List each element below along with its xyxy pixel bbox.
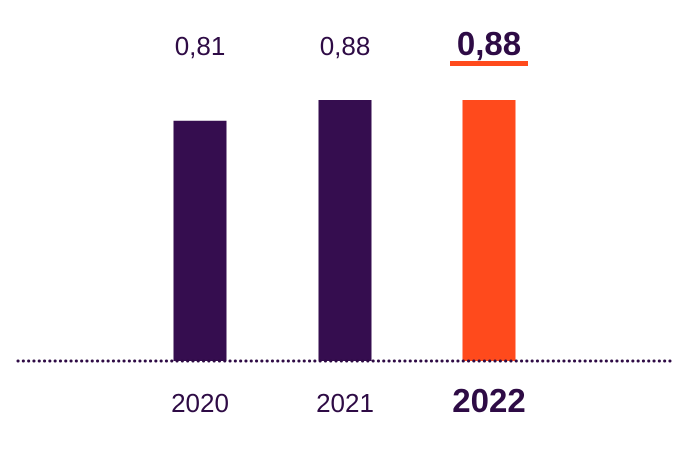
value-label-2021: 0,88 <box>320 31 371 61</box>
value-label-2022: 0,88 <box>457 25 521 62</box>
bar-2021 <box>318 100 372 361</box>
category-labels-group: 2020 2021 2022 <box>171 382 526 419</box>
highlight-underline <box>450 61 528 66</box>
bars-group <box>173 100 516 362</box>
value-labels-group: 0,81 0,88 0,88 <box>175 25 528 66</box>
category-label-2022: 2022 <box>452 382 525 419</box>
bar-2022 <box>462 100 516 361</box>
category-label-2020: 2020 <box>171 388 229 418</box>
bar-2020 <box>173 120 227 362</box>
category-label-2021: 2021 <box>316 388 374 418</box>
value-label-2020: 0,81 <box>175 31 226 61</box>
